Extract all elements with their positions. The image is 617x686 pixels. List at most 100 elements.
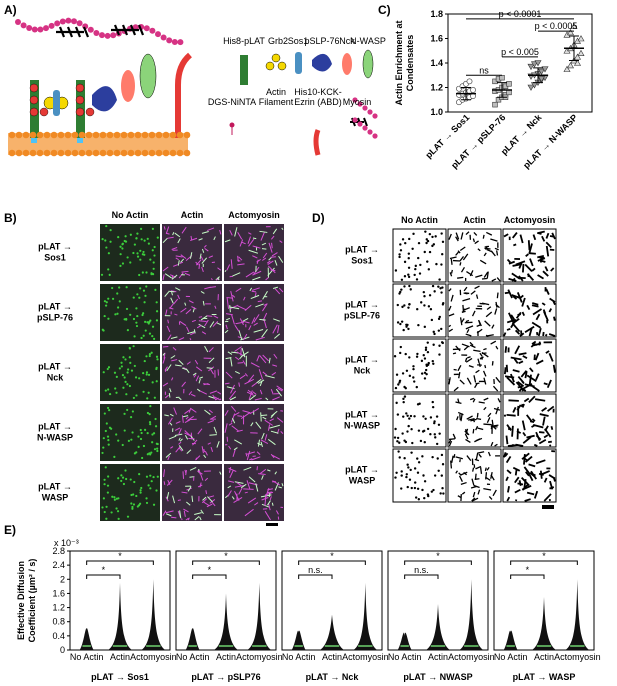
filament [179, 261, 184, 265]
filament [545, 232, 550, 239]
filament [532, 385, 540, 392]
puncta [412, 376, 415, 379]
filament [278, 287, 284, 293]
x-tick-label: No Actin [282, 652, 316, 662]
filament [483, 271, 489, 278]
filament [474, 383, 478, 389]
filament [512, 295, 518, 300]
puncta [414, 264, 417, 268]
puncta [434, 235, 437, 238]
puncta [151, 433, 154, 436]
filament [166, 479, 173, 486]
filament [267, 424, 271, 431]
puncta [394, 476, 397, 479]
puncta [426, 239, 430, 243]
point [563, 65, 571, 72]
filament [199, 390, 208, 395]
text-line: N-WASP [37, 433, 73, 443]
filament [464, 433, 469, 440]
puncta [422, 353, 425, 357]
filament [483, 252, 487, 257]
phospho-site [29, 83, 39, 93]
filament [237, 305, 247, 311]
filament [257, 379, 265, 384]
puncta [151, 441, 154, 444]
filament [524, 383, 535, 388]
puncta [143, 239, 146, 242]
puncta [123, 318, 126, 321]
filament [247, 236, 251, 244]
puncta [126, 408, 129, 412]
lipid [141, 131, 149, 139]
puncta [126, 515, 130, 518]
filament [190, 237, 198, 241]
lipid [162, 149, 170, 157]
actin-bead [99, 32, 105, 39]
scale-bar [266, 523, 278, 526]
text-line: pLAT → [38, 302, 72, 312]
filament [465, 325, 474, 330]
puncta [142, 378, 145, 382]
puncta [415, 385, 418, 389]
puncta [401, 372, 405, 375]
puncta [139, 227, 143, 230]
scale-bar [542, 505, 554, 509]
lipid [183, 149, 191, 157]
point [527, 63, 535, 71]
puncta [150, 351, 153, 354]
filament [264, 434, 268, 441]
filament [184, 409, 190, 415]
filament [171, 377, 174, 381]
filament [476, 412, 479, 418]
puncta [409, 288, 412, 291]
filament [237, 415, 243, 417]
filament [167, 319, 169, 324]
filament [538, 472, 544, 476]
filament [460, 266, 466, 273]
x-tick-label: No Actin [176, 652, 210, 662]
filament [208, 409, 213, 414]
sig-bracket [404, 574, 439, 579]
puncta [143, 301, 146, 304]
text-line: Actin [266, 87, 286, 97]
puncta [150, 273, 153, 276]
filament [172, 347, 177, 351]
filament [450, 269, 453, 274]
filament [471, 478, 475, 486]
sos1-icon [53, 90, 60, 116]
phospho-site [39, 107, 49, 117]
puncta [104, 304, 108, 307]
filament [246, 391, 255, 396]
filament [532, 473, 536, 477]
filament [543, 477, 548, 483]
filament [269, 424, 280, 429]
puncta [141, 456, 144, 460]
filament [472, 467, 475, 472]
filament [550, 425, 554, 431]
filament [228, 445, 232, 450]
filament [241, 351, 249, 357]
violin [320, 614, 344, 650]
filament [448, 324, 452, 328]
puncta [395, 471, 398, 475]
puncta [133, 335, 136, 338]
filament [465, 438, 471, 443]
puncta [121, 374, 125, 377]
puncta [127, 439, 130, 442]
filament [259, 318, 266, 321]
filament [532, 342, 538, 346]
puncta [431, 405, 435, 409]
filament [174, 313, 178, 316]
filament [453, 386, 459, 392]
filament [537, 327, 542, 337]
filament [204, 248, 209, 252]
filament [517, 385, 523, 389]
filament [204, 450, 208, 456]
filament [505, 435, 509, 445]
puncta [427, 363, 430, 366]
puncta [129, 478, 132, 481]
filament [163, 226, 166, 230]
puncta [129, 313, 132, 316]
puncta [406, 414, 409, 417]
filament [229, 470, 234, 478]
